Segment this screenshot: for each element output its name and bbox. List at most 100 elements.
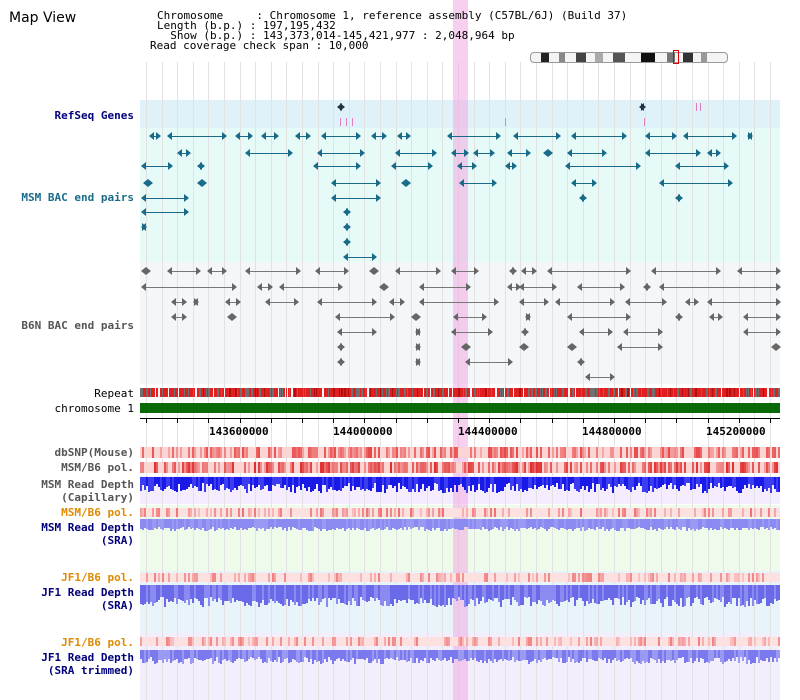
heat-cell <box>316 508 318 517</box>
heat-cell <box>560 447 562 458</box>
depth-bar <box>592 585 594 599</box>
depth-bar <box>376 477 378 492</box>
repeat-segment <box>690 388 692 397</box>
feature-end-marker <box>236 298 241 306</box>
repeat-segment <box>287 388 288 397</box>
feature-end-marker <box>524 343 529 351</box>
depth-bar <box>674 519 676 530</box>
depth-bar <box>226 585 228 601</box>
repeat-track[interactable] <box>140 388 780 397</box>
jf1-sra-depth-bars[interactable] <box>140 585 780 607</box>
depth-bar <box>258 585 260 607</box>
depth-bar <box>636 519 638 528</box>
heat-cell <box>446 462 448 473</box>
heat-cell <box>402 447 404 458</box>
jf1-b6-pol-strip-2[interactable] <box>140 637 780 646</box>
jf1-b6-pol-strip[interactable] <box>140 573 780 582</box>
feature-start-marker <box>331 194 336 202</box>
depth-bar <box>354 519 356 530</box>
heat-cell <box>432 508 434 517</box>
msm-b6-pol-strip[interactable] <box>140 462 780 473</box>
depth-bar <box>506 477 508 484</box>
feature-end-marker <box>496 132 501 140</box>
depth-bar <box>400 650 402 660</box>
depth-bar <box>344 519 346 531</box>
depth-bar <box>770 477 772 493</box>
depth-bar <box>754 519 756 528</box>
depth-bar <box>660 519 662 529</box>
heat-cell <box>634 637 636 646</box>
depth-bar <box>298 477 300 486</box>
heat-cell <box>708 508 710 517</box>
heat-cell <box>616 637 618 646</box>
heat-cell <box>576 447 578 458</box>
depth-bar <box>648 477 650 491</box>
heat-cell <box>540 447 542 458</box>
repeat-segment <box>142 388 143 397</box>
depth-bar <box>524 585 526 597</box>
feature-end-marker <box>428 162 433 170</box>
depth-bar <box>222 585 224 605</box>
heat-cell <box>638 637 640 646</box>
dbsnp-heat-strip[interactable] <box>140 447 780 458</box>
depth-bar <box>448 477 450 492</box>
depth-bar <box>166 477 168 487</box>
depth-bar <box>708 519 710 530</box>
jf1-trimmed-depth-bars[interactable] <box>140 650 780 664</box>
depth-bar <box>320 650 322 664</box>
depth-bar <box>694 477 696 489</box>
heat-cell <box>672 447 674 458</box>
depth-bar <box>656 650 658 663</box>
heat-cell <box>758 462 760 473</box>
repeat-segment <box>386 388 387 397</box>
heat-cell <box>586 462 588 473</box>
depth-bar <box>158 477 160 487</box>
depth-bar <box>584 585 586 606</box>
heat-cell <box>214 462 216 473</box>
coverage-span-info: Read coverage check span : 10,000 <box>150 39 369 52</box>
repeat-segment <box>695 388 697 397</box>
heat-cell <box>186 462 188 473</box>
heat-cell <box>272 637 274 646</box>
depth-bar <box>618 519 620 531</box>
heat-cell <box>634 462 636 473</box>
depth-bar <box>226 650 228 661</box>
heat-cell <box>736 573 738 582</box>
depth-bar <box>584 477 586 490</box>
feature-start-marker <box>207 267 212 275</box>
heat-cell <box>456 573 458 582</box>
heat-cell <box>454 447 456 458</box>
depth-bar <box>748 585 750 606</box>
axis-tick <box>427 418 428 423</box>
depth-bar <box>548 477 550 490</box>
depth-bar <box>266 585 268 605</box>
feature-end-marker <box>716 149 721 157</box>
depth-bar <box>710 585 712 603</box>
heat-cell <box>632 462 634 473</box>
heat-cell <box>278 447 280 458</box>
depth-bar <box>484 477 486 493</box>
depth-bar <box>738 585 740 598</box>
depth-bar <box>474 477 476 492</box>
depth-bar <box>638 650 640 663</box>
heat-cell <box>216 637 218 646</box>
heat-cell <box>474 508 476 517</box>
repeat-segment <box>603 388 604 397</box>
chromosome-ideogram[interactable] <box>530 52 728 63</box>
depth-bar <box>148 519 150 530</box>
depth-bar <box>270 585 272 599</box>
chromosome-bar[interactable] <box>140 403 780 413</box>
msm-sra-depth-bars[interactable] <box>140 519 780 531</box>
depth-bar <box>340 477 342 491</box>
depth-bar <box>678 650 680 658</box>
msm-capillary-depth-bars[interactable] <box>140 477 780 493</box>
depth-bar <box>188 477 190 487</box>
depth-bar <box>314 519 316 527</box>
msm-b6-pol-strip-2[interactable] <box>140 508 780 517</box>
repeat-segment <box>370 388 371 397</box>
heat-cell <box>678 637 680 646</box>
depth-bar <box>614 519 616 530</box>
depth-bar <box>660 650 662 663</box>
heat-cell <box>642 462 644 473</box>
depth-bar <box>352 477 354 486</box>
